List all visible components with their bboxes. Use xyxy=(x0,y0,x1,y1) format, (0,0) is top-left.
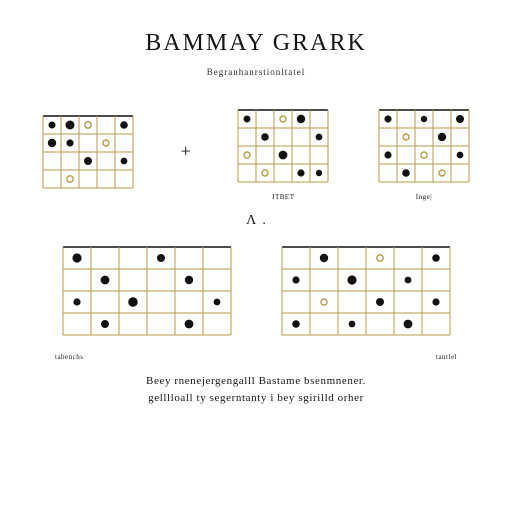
bottom-labels: tabenchs tantlel xyxy=(35,353,477,361)
chord-marker xyxy=(84,157,92,165)
chord-marker xyxy=(67,175,73,181)
chord-marker xyxy=(49,121,56,128)
chord-marker xyxy=(184,276,192,284)
chord-marker xyxy=(297,115,305,123)
chord-marker xyxy=(262,133,270,141)
chord-marker xyxy=(100,276,109,285)
diagram-group xyxy=(35,108,141,196)
desc-line-2: gelllloall ty segerntanty i bey sgirilld… xyxy=(35,390,477,407)
chord-marker xyxy=(48,138,56,146)
chord-marker xyxy=(213,299,220,306)
chord-marker xyxy=(316,134,323,141)
chord-marker xyxy=(384,151,391,158)
chord-marker xyxy=(432,298,439,305)
chord-marker xyxy=(456,115,464,123)
chord-marker xyxy=(292,276,299,283)
glyph-lambda: Λ xyxy=(246,213,256,229)
chord-marker xyxy=(347,275,356,284)
chord-marker xyxy=(432,254,440,262)
chord-marker xyxy=(316,170,322,176)
chord-diagram xyxy=(230,102,336,190)
chord-marker xyxy=(128,297,138,307)
subtitle: Begranhanrstionltatel xyxy=(35,67,477,77)
mid-glyph-row: Λ . xyxy=(35,213,477,229)
chord-diagram xyxy=(371,102,477,190)
chord-marker xyxy=(184,320,193,329)
diagram-group: ITBET xyxy=(230,102,336,201)
chord-marker xyxy=(121,157,128,164)
chord-marker xyxy=(120,121,128,129)
chord-marker xyxy=(280,116,286,122)
chord-marker xyxy=(439,170,445,176)
chord-marker xyxy=(402,169,410,177)
chord-marker xyxy=(244,152,250,158)
chord-marker xyxy=(421,116,427,122)
chord-marker xyxy=(376,298,384,306)
chord-marker xyxy=(348,321,355,328)
page-title: BAMMAY GRARK xyxy=(35,30,477,57)
chord-marker xyxy=(279,151,288,160)
chord-marker xyxy=(157,254,165,262)
chord-marker xyxy=(321,299,327,305)
plus-icon: + xyxy=(176,141,196,162)
bottom-diagram-row xyxy=(35,239,477,343)
chord-marker xyxy=(384,115,391,122)
chord-marker xyxy=(457,152,464,159)
chord-marker xyxy=(73,298,80,305)
chord-marker xyxy=(66,120,75,129)
diagram-label: Inge| xyxy=(416,193,432,201)
diagram-group xyxy=(55,239,239,343)
chord-diagram xyxy=(274,239,458,343)
chord-marker xyxy=(292,320,300,328)
chord-diagram xyxy=(55,239,239,343)
chord-marker xyxy=(298,169,305,176)
bottom-label-right: tantlel xyxy=(436,353,457,361)
desc-line-1: Beey rnenejergengalll Bastame bsenmnener… xyxy=(35,373,477,390)
chord-marker xyxy=(103,140,109,146)
chord-marker xyxy=(421,152,427,158)
chord-marker xyxy=(403,134,409,140)
chord-marker xyxy=(85,121,91,127)
chord-marker xyxy=(376,255,382,261)
glyph-dot: . xyxy=(262,213,266,229)
chord-diagram xyxy=(35,108,141,196)
chord-marker xyxy=(404,277,411,284)
chord-marker xyxy=(72,253,81,262)
chord-marker xyxy=(101,320,109,328)
chord-marker xyxy=(66,139,73,146)
chord-marker xyxy=(319,254,327,262)
description: Beey rnenejergengalll Bastame bsenmnener… xyxy=(35,373,477,407)
diagram-label: ITBET xyxy=(272,193,294,201)
chord-marker xyxy=(244,116,251,123)
chord-marker xyxy=(403,320,412,329)
bottom-label-left: tabenchs xyxy=(55,353,84,361)
diagram-group xyxy=(274,239,458,343)
chord-marker xyxy=(438,133,446,141)
page: BAMMAY GRARK Begranhanrstionltatel + ITBE… xyxy=(0,0,512,512)
top-diagram-row: + ITBET Inge| xyxy=(35,102,477,201)
diagram-group: Inge| xyxy=(371,102,477,201)
chord-marker xyxy=(262,170,268,176)
